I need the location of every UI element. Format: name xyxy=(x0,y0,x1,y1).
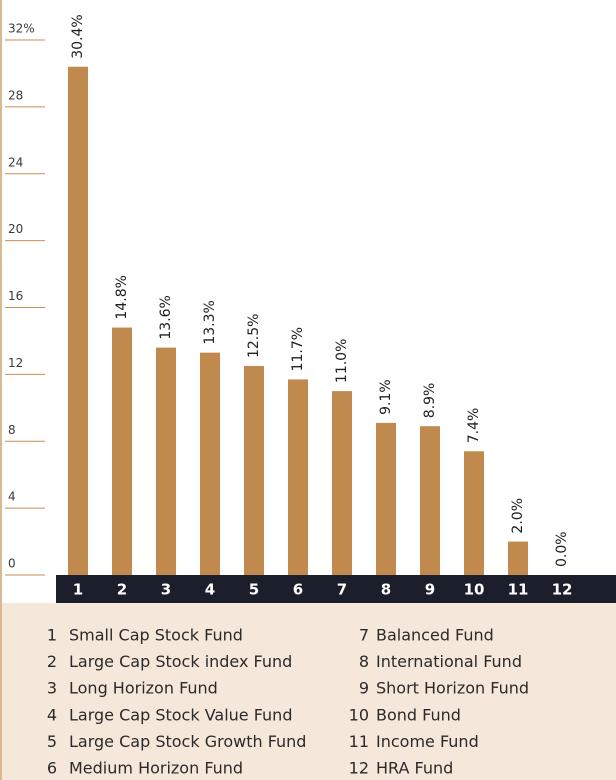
x-tick-label: 10 xyxy=(464,581,485,599)
value-label: 2.0% xyxy=(510,498,526,534)
legend-number: 4 xyxy=(47,705,57,724)
legend-label: Small Cap Stock Fund xyxy=(69,626,243,645)
x-tick-label: 3 xyxy=(161,581,171,599)
x-tick-label: 12 xyxy=(552,581,573,599)
value-label: 7.4% xyxy=(466,408,482,444)
legend-number: 8 xyxy=(359,652,369,671)
legend-label: Long Horizon Fund xyxy=(69,679,218,698)
x-tick-label: 4 xyxy=(205,581,215,599)
y-tick-label: 4 xyxy=(8,490,16,504)
x-tick-label: 5 xyxy=(249,581,259,599)
legend-number: 6 xyxy=(47,759,57,778)
value-label: 12.5% xyxy=(246,314,262,358)
x-tick-label: 6 xyxy=(293,581,303,599)
y-tick-label: 8 xyxy=(8,423,16,437)
bar xyxy=(68,66,88,575)
value-label: 9.1% xyxy=(378,379,394,415)
value-label: 13.6% xyxy=(158,295,174,339)
value-label: 8.9% xyxy=(422,383,438,419)
legend-background xyxy=(0,603,616,780)
bar xyxy=(464,451,484,575)
x-tick-label: 1 xyxy=(73,581,83,599)
x-tick-label: 2 xyxy=(117,581,127,599)
bar xyxy=(112,327,132,575)
bar xyxy=(244,366,264,575)
left-border xyxy=(0,0,2,780)
value-label: 0.0% xyxy=(554,531,570,567)
x-tick-label: 7 xyxy=(337,581,347,599)
legend-label: Medium Horizon Fund xyxy=(69,759,243,778)
legend-number: 9 xyxy=(359,679,369,698)
value-label: 13.3% xyxy=(202,300,218,344)
y-tick-label: 20 xyxy=(8,222,23,236)
y-tick-label: 0 xyxy=(8,557,16,571)
y-tick-label: 24 xyxy=(8,155,23,169)
value-label: 30.4% xyxy=(70,14,86,58)
legend-number: 11 xyxy=(349,732,369,751)
legend-label: International Fund xyxy=(376,652,522,671)
y-tick-label: 32% xyxy=(8,22,35,36)
bar xyxy=(200,352,220,575)
value-label: 11.0% xyxy=(334,339,350,383)
x-tick-label: 9 xyxy=(425,581,435,599)
x-tick-label: 8 xyxy=(381,581,391,599)
category-band xyxy=(56,575,616,603)
y-tick-label: 28 xyxy=(8,88,23,102)
legend-label: Bond Fund xyxy=(376,705,461,724)
legend-label: HRA Fund xyxy=(376,759,453,778)
value-label: 11.7% xyxy=(290,327,306,371)
legend-label: Large Cap Stock Growth Fund xyxy=(69,732,306,751)
legend-number: 5 xyxy=(47,732,57,751)
bar xyxy=(508,541,528,575)
bar xyxy=(288,379,308,575)
legend-number: 3 xyxy=(47,679,57,698)
legend-label: Short Horizon Fund xyxy=(376,679,529,698)
legend-label: Large Cap Stock Value Fund xyxy=(69,705,292,724)
legend-label: Large Cap Stock index Fund xyxy=(69,652,292,671)
bar xyxy=(420,426,440,575)
legend-number: 10 xyxy=(349,705,369,724)
legend-number: 2 xyxy=(47,652,57,671)
y-tick-label: 16 xyxy=(8,289,23,303)
legend-number: 7 xyxy=(359,626,369,645)
bar xyxy=(332,391,352,575)
legend-number: 1 xyxy=(47,626,57,645)
bar xyxy=(376,422,396,575)
value-label: 14.8% xyxy=(114,275,130,319)
legend-label: Income Fund xyxy=(376,732,479,751)
x-tick-label: 11 xyxy=(508,581,529,599)
legend-label: Balanced Fund xyxy=(376,626,494,645)
bar xyxy=(156,347,176,575)
legend-number: 12 xyxy=(349,759,369,778)
y-tick-label: 12 xyxy=(8,356,23,370)
